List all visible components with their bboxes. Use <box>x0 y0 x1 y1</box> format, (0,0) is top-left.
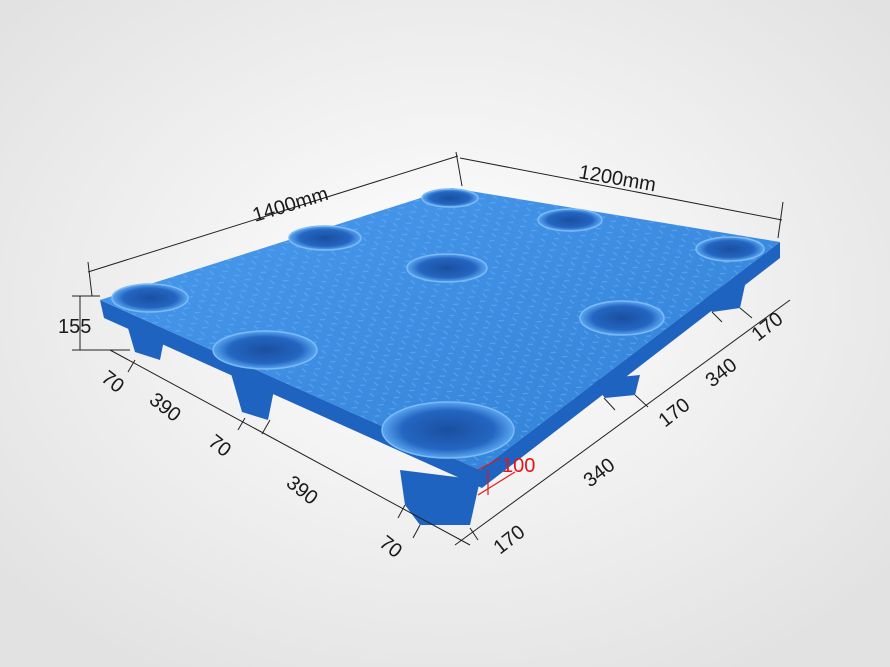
dimension-lines <box>72 151 791 546</box>
pallet <box>100 188 780 525</box>
leg-height-label: 100 <box>502 455 535 477</box>
deck-tread <box>100 188 780 470</box>
leg-height-marker <box>477 457 516 496</box>
height-label: 155 <box>58 316 91 338</box>
deck-holes <box>111 188 765 459</box>
